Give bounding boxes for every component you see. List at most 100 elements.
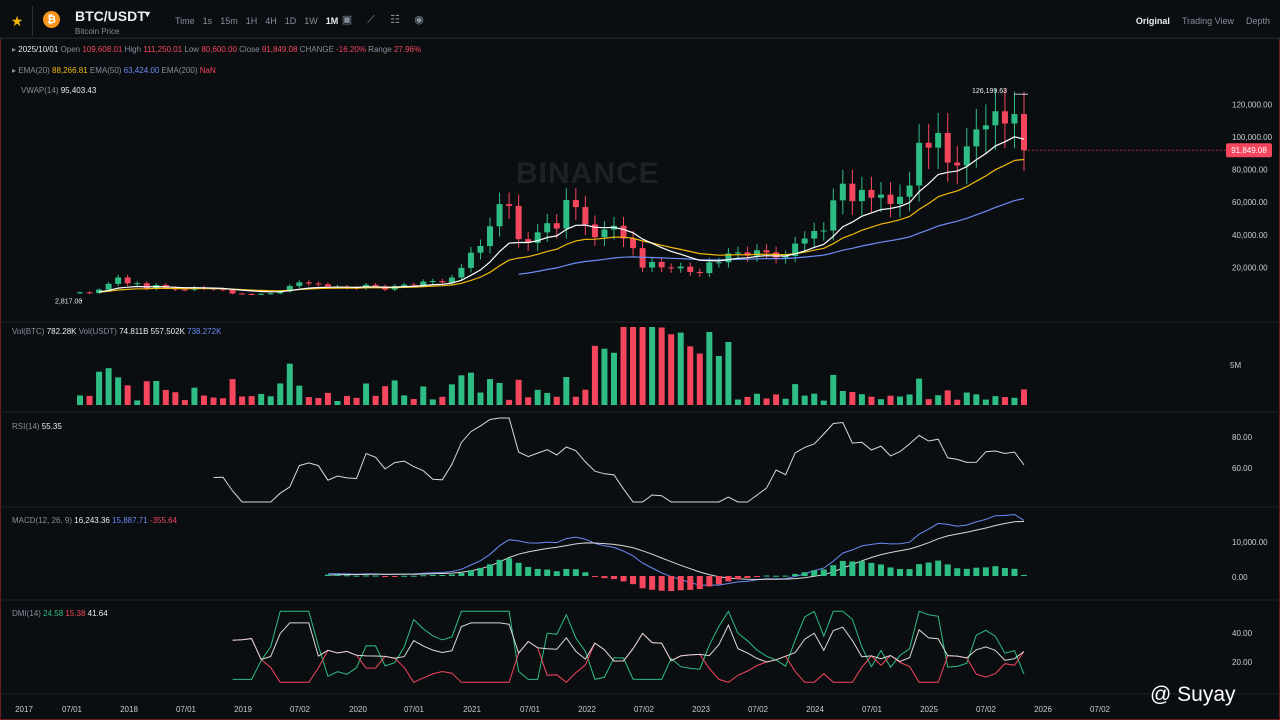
ohlc-legend: ▸ 2025/10/01 Open 109,608.01 High 111,25… [12,45,421,54]
volume-bar [649,327,656,405]
high-label: High [124,45,142,54]
chevron-down-icon[interactable]: ▼ [143,9,152,19]
volume-bar [897,396,904,405]
macd-histogram [324,558,1027,592]
candle [515,205,522,240]
collapse-icon[interactable]: ▸ [12,45,17,54]
candle [811,231,818,239]
view-tabs: Original Trading View Depth [1136,16,1270,26]
candle [916,142,923,186]
time-tick-label: 2021 [463,705,481,714]
macd-histogram-bar [372,575,379,577]
vol-ma1-value: 557.502K [150,327,185,336]
macd-histogram-bar [487,564,494,576]
time-tick-label: 2026 [1034,705,1052,714]
candle [954,162,961,166]
volume-bar [258,393,265,405]
macd-legend[interactable]: MACD(12, 26, 9) 16,243.36 15,887.71 -355… [12,516,177,525]
current-price-label: 91,849.08 [1231,146,1267,155]
interval-tab[interactable]: Time [175,16,195,26]
drawing-icon[interactable]: ◉ [414,14,424,26]
volume-bar [734,399,741,405]
interval-tab[interactable]: 1H [245,16,258,26]
macd-histogram-bar [782,575,789,577]
price-tick-label: 80,000.00 [1232,166,1268,175]
macd-dea-value: 15,887.71 [112,516,148,525]
ema-legend[interactable]: ▸ EMA(20) 88,266.81 EMA(50) 63,424.00 EM… [12,66,216,75]
volume-bar [563,377,570,405]
volume-bar [630,327,637,405]
volume-bar [267,396,274,405]
candle [649,261,656,268]
macd-histogram-bar [382,576,389,577]
dmi-legend[interactable]: DMI(14) 24.58 15.38 41.64 [12,609,108,618]
view-tab-original[interactable]: Original [1135,16,1170,26]
dmi-tick-label: 20.00 [1232,658,1253,667]
calendar-icon[interactable]: ▣ [341,14,353,26]
settings-icon[interactable]: ☷ [390,14,400,26]
ema200-label: EMA(200) [161,66,198,75]
view-tab-depth[interactable]: Depth [1245,16,1270,26]
candle [410,284,417,286]
interval-tab[interactable]: 4H [265,16,277,26]
candle [906,185,913,197]
candle [248,293,255,295]
interval-tab[interactable]: 1D [284,16,297,26]
vol-btc-value: 782.28K [46,327,77,336]
volume-bar [801,395,808,405]
ema50-label: EMA(50) [89,66,122,75]
volume-bar [677,332,684,405]
volume-bar [887,395,894,405]
candle [181,289,188,291]
vwap-legend[interactable]: VWAP(14) 95,403.43 [21,86,96,95]
collapse-icon[interactable]: ▸ [12,66,17,75]
volume-legend[interactable]: Vol(BTC) 782.28K Vol(USDT) 74.811B 557.5… [12,327,221,336]
candle [544,223,551,233]
view-tab-tradingview[interactable]: Trading View [1181,16,1234,26]
macd-histogram-bar [849,561,856,576]
candle [677,266,684,269]
macd-histogram-bar [420,575,427,577]
macd-histogram-bar [467,570,474,576]
volume-bar [916,378,923,405]
candle [477,246,484,253]
volume-bar [487,379,494,405]
candle [239,293,246,295]
volume-bar [448,384,455,405]
volume-bar [372,395,379,405]
favorite-star-icon[interactable]: ★ [2,6,33,36]
macd-histogram-bar [620,576,627,582]
candle [286,285,293,292]
time-tick-label: 2020 [349,705,367,714]
close-label: Close [239,45,260,54]
rsi-legend[interactable]: RSI(14) 55.35 [12,422,62,431]
dmi-tick-label: 40.00 [1232,629,1253,638]
change-label: CHANGE [299,45,334,54]
candle [220,289,227,291]
vol-usdt-value: 74.811B [119,327,149,336]
macd-histogram-bar [639,576,646,589]
macd-histogram-bar [334,574,341,576]
interval-tab[interactable]: 1s [202,16,213,26]
macd-histogram-bar [553,571,560,576]
candle [897,196,904,204]
ohlc-date: 2025/10/01 [18,45,59,54]
interval-tab-active[interactable]: 1M [325,16,339,26]
pair-subtitle[interactable]: Bitcoin Price [75,27,120,36]
candle [744,252,751,256]
interval-tab[interactable]: 1W [304,16,318,26]
pair-selector[interactable]: BTC/USDT [75,8,146,24]
volume-bar [582,389,589,405]
interval-tabs: Time 1s 15m 1H 4H 1D 1W 1M [175,16,346,26]
open-label: Open [60,45,81,54]
dmi-label: DMI(14) [12,609,41,618]
low-marker-label: 2,817.00 [55,298,82,305]
vwap-value: 95,403.43 [60,86,97,95]
macd-histogram-bar [734,576,741,580]
indicator-icon[interactable]: ⟋ [367,14,375,26]
interval-tab[interactable]: 15m [220,16,238,26]
macd-histogram-bar [925,562,932,576]
volume-bar [858,394,865,405]
time-tick-label: 07/01 [520,705,541,714]
